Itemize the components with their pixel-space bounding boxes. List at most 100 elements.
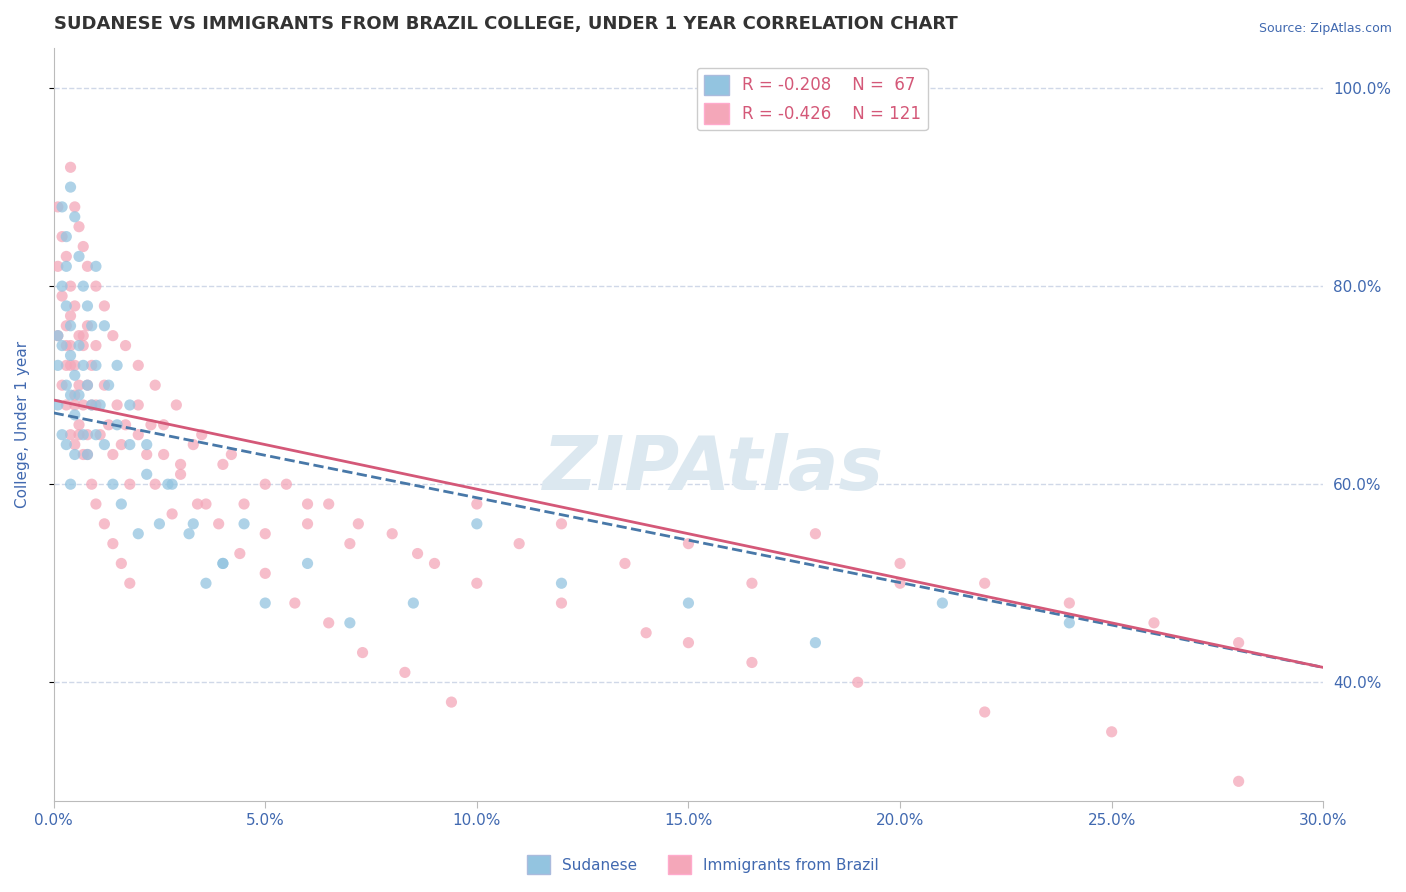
Point (51, 378, 73, 392)
Point (46, 328, 69, 343)
Point (127, 359, 149, 373)
Point (93, 378, 115, 392)
Point (143, 477, 166, 491)
Point (135, 467, 157, 482)
Point (93, 299, 115, 313)
Point (139, 417, 162, 432)
Point (148, 516, 170, 531)
Point (156, 477, 179, 491)
Point (423, 557, 446, 571)
Point (55, 437, 77, 451)
Point (254, 526, 277, 541)
Point (889, 557, 911, 571)
Point (63, 437, 86, 451)
Point (72, 398, 94, 412)
Point (1059, 615, 1081, 630)
Point (51, 279, 73, 293)
Text: Source: ZipAtlas.com: Source: ZipAtlas.com (1258, 22, 1392, 36)
Point (973, 576, 995, 591)
Point (284, 596, 307, 610)
Point (84, 338, 107, 352)
Point (152, 417, 174, 432)
Point (973, 705, 995, 719)
Point (76, 318, 98, 333)
Point (67, 338, 90, 352)
Point (381, 526, 404, 541)
Point (804, 635, 827, 649)
Point (229, 547, 252, 561)
Point (105, 398, 128, 412)
Point (465, 576, 488, 591)
Point (846, 675, 869, 690)
Point (931, 596, 953, 610)
Point (72, 279, 94, 293)
Point (84, 398, 107, 412)
Point (59, 359, 82, 373)
Point (59, 388, 82, 402)
Point (678, 596, 700, 610)
Point (465, 497, 488, 511)
Point (46, 398, 69, 412)
Point (67, 388, 90, 402)
Point (1101, 724, 1123, 739)
Point (118, 477, 141, 491)
Point (51, 338, 73, 352)
Point (80, 318, 103, 333)
Point (508, 536, 530, 550)
Point (55, 378, 77, 392)
Point (80, 477, 103, 491)
Point (101, 536, 124, 550)
Point (93, 318, 115, 333)
Point (110, 557, 132, 571)
Point (181, 516, 204, 531)
Point (233, 516, 256, 531)
Point (254, 477, 277, 491)
Point (76, 260, 98, 274)
Point (741, 656, 763, 670)
Point (59, 349, 82, 363)
Point (84, 260, 107, 274)
Point (76, 427, 98, 442)
Point (190, 427, 212, 442)
Text: SUDANESE VS IMMIGRANTS FROM BRAZIL COLLEGE, UNDER 1 YEAR CORRELATION CHART: SUDANESE VS IMMIGRANTS FROM BRAZIL COLLE… (53, 15, 957, 33)
Point (63, 448, 86, 462)
Point (59, 309, 82, 323)
Point (72, 338, 94, 352)
Point (135, 437, 157, 451)
Point (194, 576, 217, 591)
Point (93, 516, 115, 531)
Point (339, 615, 361, 630)
Point (67, 219, 90, 234)
Point (889, 576, 911, 591)
Point (550, 596, 572, 610)
Point (318, 615, 340, 630)
Point (55, 229, 77, 244)
Point (67, 378, 90, 392)
Point (72, 448, 94, 462)
Point (135, 448, 157, 462)
Point (59, 338, 82, 352)
Point (63, 359, 86, 373)
Point (233, 497, 256, 511)
Point (741, 576, 763, 591)
Point (339, 536, 361, 550)
Point (80, 398, 103, 412)
Legend: Sudanese, Immigrants from Brazil: Sudanese, Immigrants from Brazil (522, 849, 884, 880)
Point (46, 328, 69, 343)
Point (76, 378, 98, 392)
Point (114, 417, 136, 432)
Point (93, 437, 115, 451)
Point (394, 665, 416, 680)
Point (84, 427, 107, 442)
Point (59, 161, 82, 175)
Point (63, 368, 86, 383)
Point (59, 427, 82, 442)
Point (89, 398, 111, 412)
Y-axis label: College, Under 1 year: College, Under 1 year (15, 342, 30, 508)
Point (440, 695, 463, 709)
Point (127, 427, 149, 442)
Point (76, 378, 98, 392)
Point (160, 507, 183, 521)
Point (55, 398, 77, 412)
Point (613, 557, 636, 571)
